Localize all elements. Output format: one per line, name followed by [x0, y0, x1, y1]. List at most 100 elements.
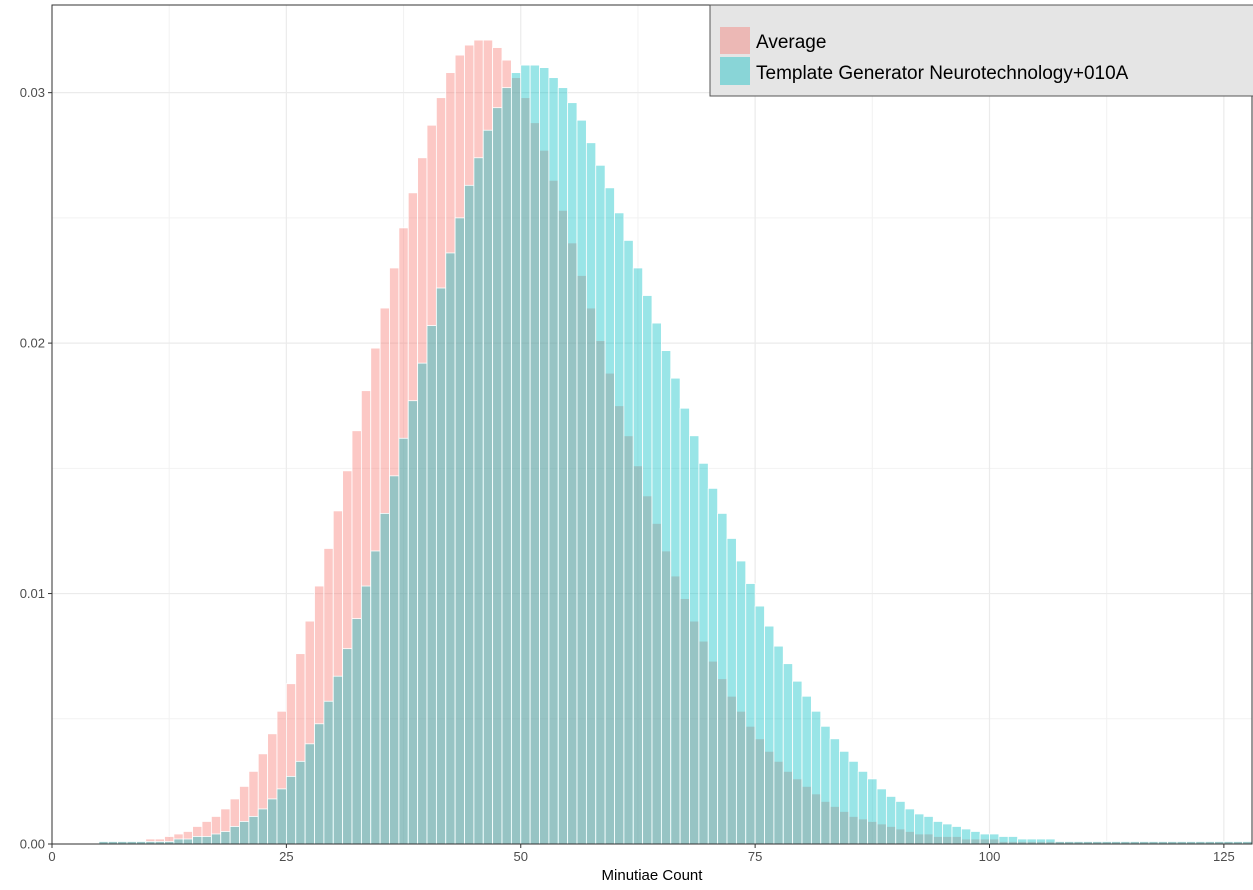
histogram-bar: [735, 560, 747, 845]
histogram-bar: [651, 322, 662, 845]
histogram-bar: [848, 760, 859, 845]
legend-label-average: Average: [756, 32, 826, 53]
histogram-bar: [792, 680, 803, 845]
legend-key-template-generator: [720, 57, 750, 85]
x-tick-label: 75: [748, 849, 762, 864]
histogram-bar: [314, 723, 325, 845]
histogram-bar: [857, 770, 869, 845]
histogram-bar: [192, 836, 203, 845]
histogram-bar: [773, 645, 784, 845]
histogram-bar: [829, 738, 840, 845]
histogram-bar: [604, 187, 615, 845]
histogram-bar: [614, 212, 625, 845]
histogram-bar: [1026, 838, 1037, 845]
histogram-bar: [867, 778, 878, 845]
histogram-bar: [426, 325, 437, 845]
legend-key-average: [720, 27, 750, 54]
histogram-bar: [304, 743, 315, 845]
histogram-bar: [698, 462, 709, 845]
plot-panel-border: [51, 4, 1253, 845]
histogram-bar: [567, 102, 578, 845]
histogram-bar: [201, 836, 212, 845]
histogram-bar: [417, 362, 428, 845]
histogram-bar: [267, 798, 278, 845]
histogram-bar: [557, 87, 569, 845]
histogram-bar: [445, 252, 456, 845]
histogram-bar: [501, 87, 512, 845]
legend-box: [709, 4, 1253, 97]
x-tick-label: 50: [514, 849, 528, 864]
histogram-bar: [389, 475, 400, 845]
histogram-bar: [510, 72, 522, 845]
histogram-bar: [220, 831, 231, 845]
histogram-bar: [492, 107, 503, 845]
series-average-bars: [98, 39, 1253, 845]
histogram-bar: [754, 605, 765, 845]
histogram-bar: [885, 796, 897, 845]
histogram-bar: [623, 240, 634, 845]
histogram-bar: [360, 585, 372, 845]
histogram-bar: [1017, 838, 1028, 845]
x-tick-label: 0: [48, 849, 55, 864]
histogram-bar: [595, 164, 606, 845]
histogram-bar: [239, 821, 250, 845]
histogram-bar: [407, 400, 419, 845]
histogram-bar: [689, 435, 700, 845]
histogram-bar: [998, 836, 1009, 845]
histogram-bar: [914, 813, 925, 845]
histogram-bar: [370, 550, 381, 845]
histogram-bar: [473, 157, 484, 845]
histogram-bar: [660, 350, 672, 845]
histogram-bar: [679, 407, 690, 845]
histogram-bar: [332, 675, 344, 845]
x-tick-label: 100: [979, 849, 1001, 864]
histogram-bar: [257, 808, 269, 845]
histogram-bar: [1007, 836, 1019, 845]
histogram-bar: [707, 487, 719, 845]
y-tick-label: 0.00: [20, 837, 45, 852]
histogram-bar: [923, 816, 934, 845]
histogram-bar: [585, 142, 597, 845]
histogram-bar: [801, 695, 812, 845]
y-tick-label: 0.01: [20, 586, 45, 601]
histogram-bar: [932, 821, 944, 845]
histogram-bar: [464, 184, 475, 845]
x-tick-label: 125: [1213, 849, 1235, 864]
histogram-bar: [182, 838, 194, 845]
histogram-bar: [529, 64, 540, 845]
histogram-bar: [398, 437, 409, 845]
histogram-bar: [295, 760, 306, 845]
histogram-bar: [810, 710, 822, 845]
histogram-bar: [632, 267, 644, 845]
histogram-bar: [839, 750, 850, 845]
legend: Average Template Generator Neurotechnolo…: [709, 4, 1253, 97]
histogram-bar: [539, 67, 550, 845]
histogram-bar: [482, 129, 494, 845]
histogram-bar: [820, 725, 831, 845]
histogram-bar: [942, 823, 953, 845]
legend-label-template-generator: Template Generator Neurotechnology+010A: [756, 63, 1129, 84]
y-tick-label: 0.02: [20, 336, 45, 351]
histogram-bar: [323, 700, 334, 845]
series-template-generator-bars: [98, 64, 1253, 845]
histogram-bar: [210, 833, 222, 845]
histogram-bar: [642, 295, 653, 845]
histogram-bar: [951, 826, 962, 845]
histogram-bar: [342, 648, 353, 845]
histogram-bar: [895, 801, 906, 845]
histogram-bar: [351, 618, 362, 845]
histogram-bar: [1045, 838, 1056, 845]
histogram-bar: [379, 513, 390, 845]
histogram-bar: [520, 64, 531, 845]
histogram-bar: [248, 816, 259, 845]
histogram-bar: [229, 826, 240, 845]
histogram-bar: [726, 538, 737, 845]
histogram-bar: [876, 788, 887, 845]
histogram-bar: [782, 663, 794, 845]
histogram-bar: [670, 377, 681, 845]
histogram-bar: [435, 287, 447, 845]
histogram-bar: [989, 833, 1000, 845]
histogram-bar: [1035, 838, 1047, 845]
histogram-bar: [285, 775, 297, 845]
